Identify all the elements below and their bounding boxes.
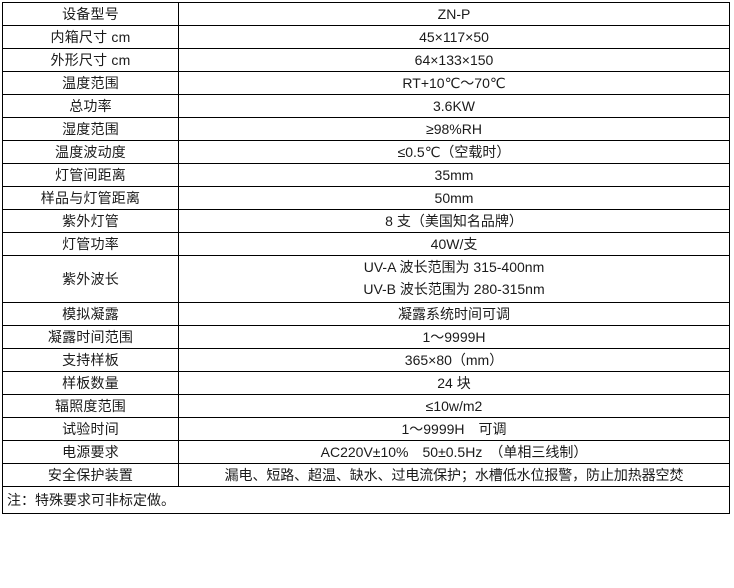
row-value: 35mm [178,163,730,187]
table-row: 灯管功率 40W/支 [2,232,730,256]
row-value: 24 块 [178,371,730,395]
row-label: 外形尺寸 cm [2,48,179,72]
row-label: 样品与灯管距离 [2,186,179,210]
table-row: 外形尺寸 cm 64×133×150 [2,48,730,72]
table-row: 模拟凝露 凝露系统时间可调 [2,302,730,326]
table-row: 灯管间距离 35mm [2,163,730,187]
table-note-row: 注：特殊要求可非标定做。 [2,486,730,514]
row-label: 试验时间 [2,417,179,441]
row-label: 灯管功率 [2,232,179,256]
row-value: 1～9999H 可调 [178,417,730,441]
row-value: 64×133×150 [178,48,730,72]
row-value: 凝露系统时间可调 [178,302,730,326]
table-row: 试验时间 1～9999H 可调 [2,417,730,441]
table-row: 内箱尺寸 cm 45×117×50 [2,25,730,49]
row-label: 紫外灯管 [2,209,179,233]
row-label: 凝露时间范围 [2,325,179,349]
table-row: 辐照度范围 ≤10w/m2 [2,394,730,418]
specification-table: 设备型号 ZN-P 内箱尺寸 cm 45×117×50 外形尺寸 cm 64×1… [2,2,730,514]
row-label: 湿度范围 [2,117,179,141]
row-value: 3.6KW [178,94,730,118]
table-row: 设备型号 ZN-P [2,2,730,26]
table-note: 注：特殊要求可非标定做。 [2,486,730,514]
table-row: 样板数量 24 块 [2,371,730,395]
row-label: 温度范围 [2,71,179,95]
row-value-line: UV-A 波长范围为 315-400nm [363,259,545,276]
table-row: 样品与灯管距离 50mm [2,186,730,210]
table-row: 凝露时间范围 1～9999H [2,325,730,349]
row-value: 40W/支 [178,232,730,256]
table-row: 紫外波长 UV-A 波长范围为 315-400nm UV-B 波长范围为 280… [2,255,730,303]
table-row: 湿度范围 ≥98%RH [2,117,730,141]
row-value: 365×80（mm） [178,348,730,372]
table-row: 温度波动度 ≤0.5℃（空载时） [2,140,730,164]
row-value: 8 支（美国知名品牌） [178,209,730,233]
table-body: 设备型号 ZN-P 内箱尺寸 cm 45×117×50 外形尺寸 cm 64×1… [2,2,730,514]
table-row: 温度范围 RT+10℃～70℃ [2,71,730,95]
row-value: ≤0.5℃（空载时） [178,140,730,164]
table-row: 紫外灯管 8 支（美国知名品牌） [2,209,730,233]
table-row: 安全保护装置 漏电、短路、超温、缺水、过电流保护；水槽低水位报警，防止加热器空焚 [2,463,730,487]
row-label: 总功率 [2,94,179,118]
table-row: 支持样板 365×80（mm） [2,348,730,372]
table-row: 电源要求 AC220V±10% 50±0.5Hz （单相三线制） [2,440,730,464]
row-label: 模拟凝露 [2,302,179,326]
row-label: 支持样板 [2,348,179,372]
row-label: 设备型号 [2,2,179,26]
row-label: 紫外波长 [2,255,179,303]
row-label: 灯管间距离 [2,163,179,187]
row-label: 电源要求 [2,440,179,464]
table-row: 总功率 3.6KW [2,94,730,118]
row-value: 1～9999H [178,325,730,349]
row-value: 漏电、短路、超温、缺水、过电流保护；水槽低水位报警，防止加热器空焚 [178,463,730,487]
row-value: UV-A 波长范围为 315-400nm UV-B 波长范围为 280-315n… [178,255,730,303]
row-value: ≤10w/m2 [178,394,730,418]
row-label: 温度波动度 [2,140,179,164]
row-label: 辐照度范围 [2,394,179,418]
row-value: 50mm [178,186,730,210]
row-value: AC220V±10% 50±0.5Hz （单相三线制） [178,440,730,464]
row-label: 样板数量 [2,371,179,395]
row-value-line: UV-B 波长范围为 280-315nm [363,281,545,297]
row-value: RT+10℃～70℃ [178,71,730,95]
row-label: 内箱尺寸 cm [2,25,179,49]
row-value: 45×117×50 [178,25,730,49]
row-value: ZN-P [178,2,730,26]
row-label: 安全保护装置 [2,463,179,487]
row-value: ≥98%RH [178,117,730,141]
